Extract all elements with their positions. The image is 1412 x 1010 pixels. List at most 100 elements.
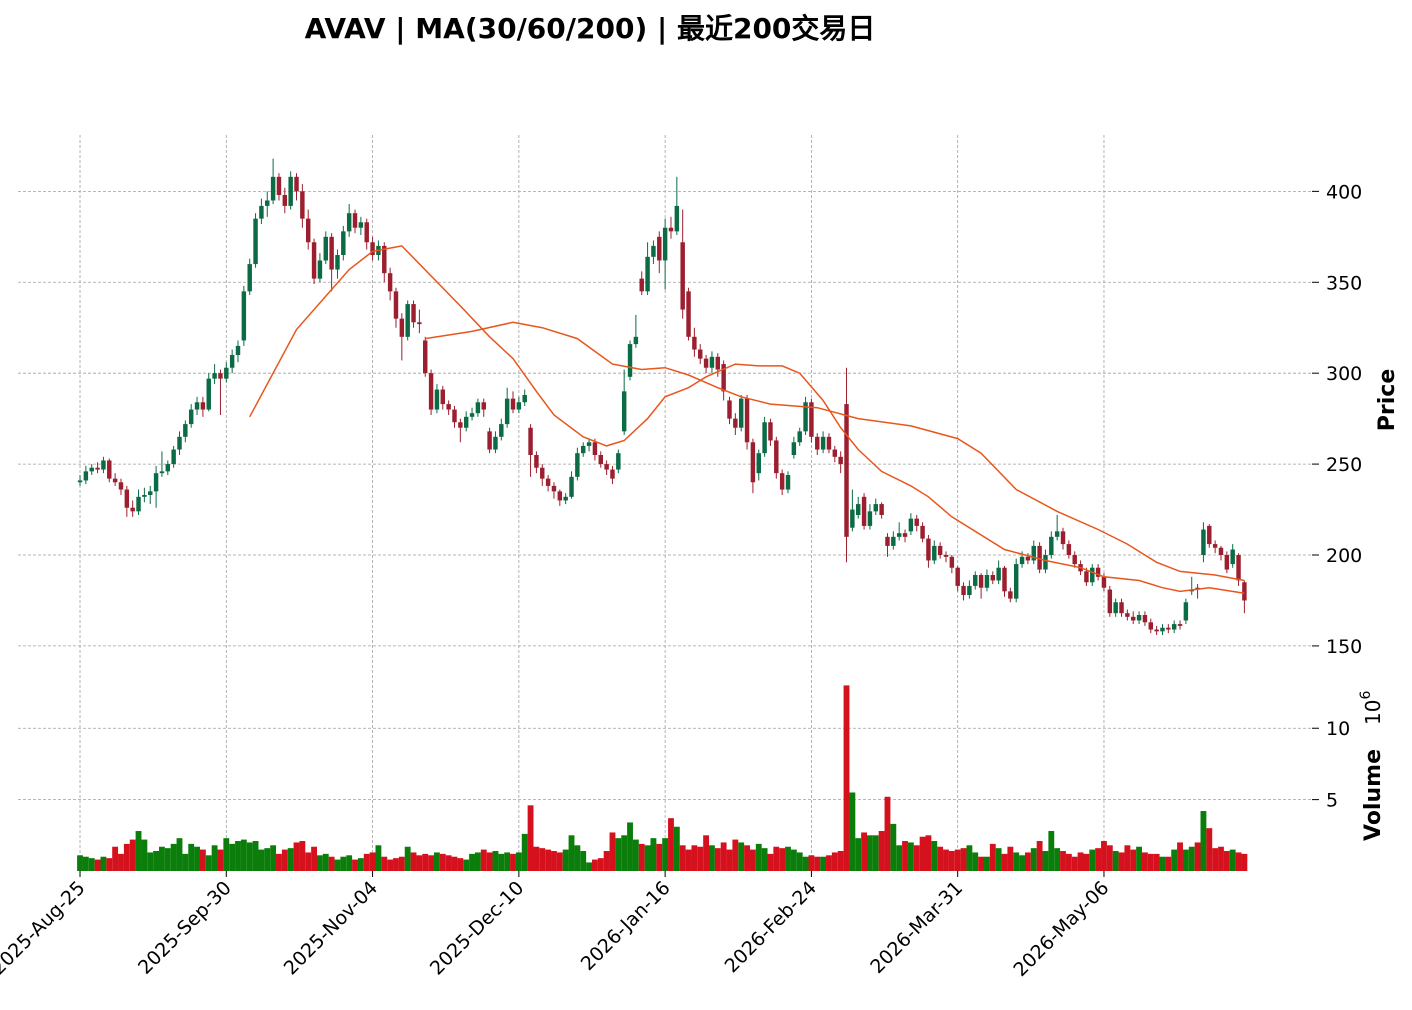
candle-body [382, 245, 387, 274]
candle-body [768, 422, 773, 441]
volume-bar [960, 848, 967, 871]
candle-body [311, 242, 317, 279]
candle-body [838, 456, 843, 465]
volume-bar [463, 859, 470, 871]
volume-bar [1007, 846, 1014, 871]
volume-bar [1024, 852, 1031, 871]
candle-body [1201, 529, 1206, 555]
candle-body [914, 518, 919, 526]
candle-body [1090, 567, 1095, 583]
volume-bar [843, 685, 850, 871]
candle-body [405, 304, 410, 337]
volume-bar [410, 852, 417, 871]
volume-bar [685, 849, 692, 871]
candle-body [1212, 544, 1218, 548]
x-tick-label: 2025-Dec-10 [426, 877, 529, 980]
candle-body [177, 436, 182, 450]
volume-bar [1177, 842, 1183, 871]
candle-body [937, 545, 943, 555]
candle-body [341, 231, 346, 255]
candle-body [967, 585, 972, 595]
volume-bar [1112, 851, 1119, 871]
volume-bar [515, 852, 522, 871]
candle-body [978, 575, 984, 588]
volume-bar [1030, 848, 1037, 871]
volume-bar [398, 856, 405, 871]
volume-bar [1089, 849, 1096, 871]
candle-body [218, 373, 223, 379]
candle-body [715, 356, 721, 370]
candle-body [955, 567, 960, 586]
candle-body [423, 340, 428, 374]
volume-bar [878, 831, 885, 871]
volume-bar [1235, 852, 1242, 871]
volume-bar [779, 848, 786, 871]
volume-bar [1136, 846, 1142, 871]
volume-bar [1106, 845, 1113, 871]
volume-bar [498, 853, 505, 871]
y-tick-label: 200 [1326, 545, 1362, 567]
candle-body [107, 460, 112, 479]
candle-body [1242, 582, 1247, 601]
candle-body [815, 436, 820, 450]
volume-bar [252, 841, 259, 871]
volume-bar [170, 843, 177, 871]
volume-bar [357, 858, 364, 871]
volume-bar [246, 842, 253, 871]
candle-body [475, 402, 481, 414]
volume-bar [334, 859, 341, 871]
volume-bar [393, 858, 399, 871]
candle-body [276, 176, 282, 195]
volume-bar [118, 853, 124, 871]
candle-body [727, 400, 732, 419]
candle-body [1224, 555, 1230, 570]
candle-body [1218, 547, 1224, 555]
volume-bar [738, 842, 745, 871]
volume-bar [1013, 852, 1020, 871]
candle-body [820, 436, 826, 450]
volume-bar [293, 842, 300, 871]
candle-body [504, 398, 510, 425]
candle-body [797, 431, 802, 443]
x-tick-label: 2026-Mar-31 [866, 877, 967, 978]
volume-bar [966, 845, 973, 871]
volume-bar [1206, 828, 1213, 871]
volume-bar [884, 796, 891, 871]
candle-body [206, 378, 211, 410]
candle-body [253, 218, 258, 265]
volume-bar [176, 838, 183, 871]
volume-bar [469, 853, 475, 871]
candle-body [1037, 545, 1042, 570]
candle-body [692, 336, 697, 350]
volume-bar [311, 846, 317, 871]
volume-bar [1095, 848, 1102, 871]
candle-body [229, 355, 235, 368]
volume-bar [556, 852, 563, 871]
volume-bar [539, 848, 546, 871]
volume-bar [1124, 845, 1131, 871]
volume-bar [258, 849, 265, 871]
candle-body [633, 336, 639, 345]
x-tick-label: 2026-Jan-16 [577, 877, 675, 975]
moving-average-line [249, 245, 1245, 594]
candle-body [604, 464, 609, 470]
candle-body [1130, 616, 1136, 621]
volume-bar [381, 856, 388, 871]
candle-body [270, 176, 276, 201]
volume-bar [732, 839, 739, 871]
candle-body [540, 467, 545, 479]
volume-bar [451, 856, 458, 871]
volume-bar [872, 835, 879, 871]
candle-body [569, 476, 574, 497]
volume-bar [88, 858, 95, 871]
candle-body [932, 545, 937, 561]
volume-bar [1048, 831, 1055, 871]
volume-bar [375, 845, 382, 871]
candle-body [1060, 531, 1066, 545]
candle-body [943, 555, 949, 557]
candle-body [844, 404, 849, 537]
volume-bar [504, 852, 511, 871]
volume-bar [697, 846, 704, 871]
volume-bar [264, 848, 271, 871]
volume-bar [1060, 851, 1066, 871]
